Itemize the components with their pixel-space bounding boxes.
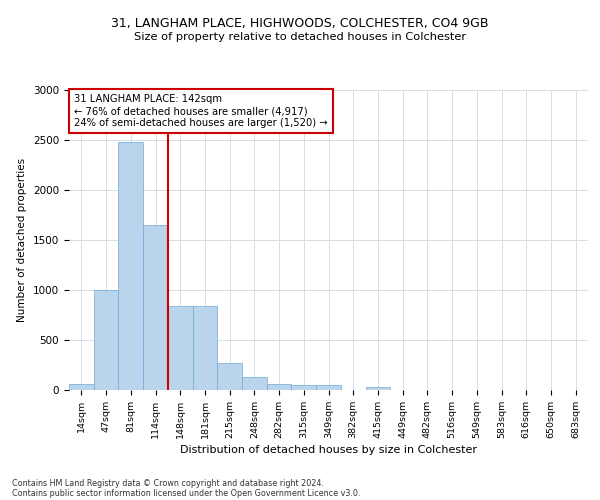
Bar: [168, 306, 193, 390]
X-axis label: Distribution of detached houses by size in Colchester: Distribution of detached houses by size …: [180, 445, 477, 455]
Bar: [143, 225, 168, 390]
Text: 31, LANGHAM PLACE, HIGHWOODS, COLCHESTER, CO4 9GB: 31, LANGHAM PLACE, HIGHWOODS, COLCHESTER…: [111, 18, 489, 30]
Bar: [193, 306, 217, 390]
Bar: [292, 385, 316, 390]
Bar: [316, 385, 341, 390]
Bar: [217, 363, 242, 390]
Bar: [94, 290, 118, 390]
Text: Contains public sector information licensed under the Open Government Licence v3: Contains public sector information licen…: [12, 488, 361, 498]
Bar: [267, 384, 292, 390]
Text: Contains HM Land Registry data © Crown copyright and database right 2024.: Contains HM Land Registry data © Crown c…: [12, 478, 324, 488]
Text: Size of property relative to detached houses in Colchester: Size of property relative to detached ho…: [134, 32, 466, 42]
Bar: [69, 384, 94, 390]
Text: 31 LANGHAM PLACE: 142sqm
← 76% of detached houses are smaller (4,917)
24% of sem: 31 LANGHAM PLACE: 142sqm ← 76% of detach…: [74, 94, 328, 128]
Bar: [365, 387, 390, 390]
Bar: [118, 142, 143, 390]
Bar: [242, 377, 267, 390]
Y-axis label: Number of detached properties: Number of detached properties: [17, 158, 28, 322]
